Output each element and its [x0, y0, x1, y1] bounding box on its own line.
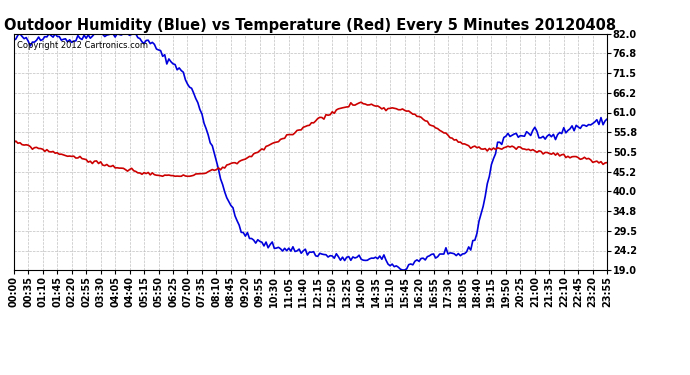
Title: Outdoor Humidity (Blue) vs Temperature (Red) Every 5 Minutes 20120408: Outdoor Humidity (Blue) vs Temperature (…: [4, 18, 617, 33]
Text: Copyright 2012 Cartronics.com: Copyright 2012 Cartronics.com: [17, 41, 148, 50]
